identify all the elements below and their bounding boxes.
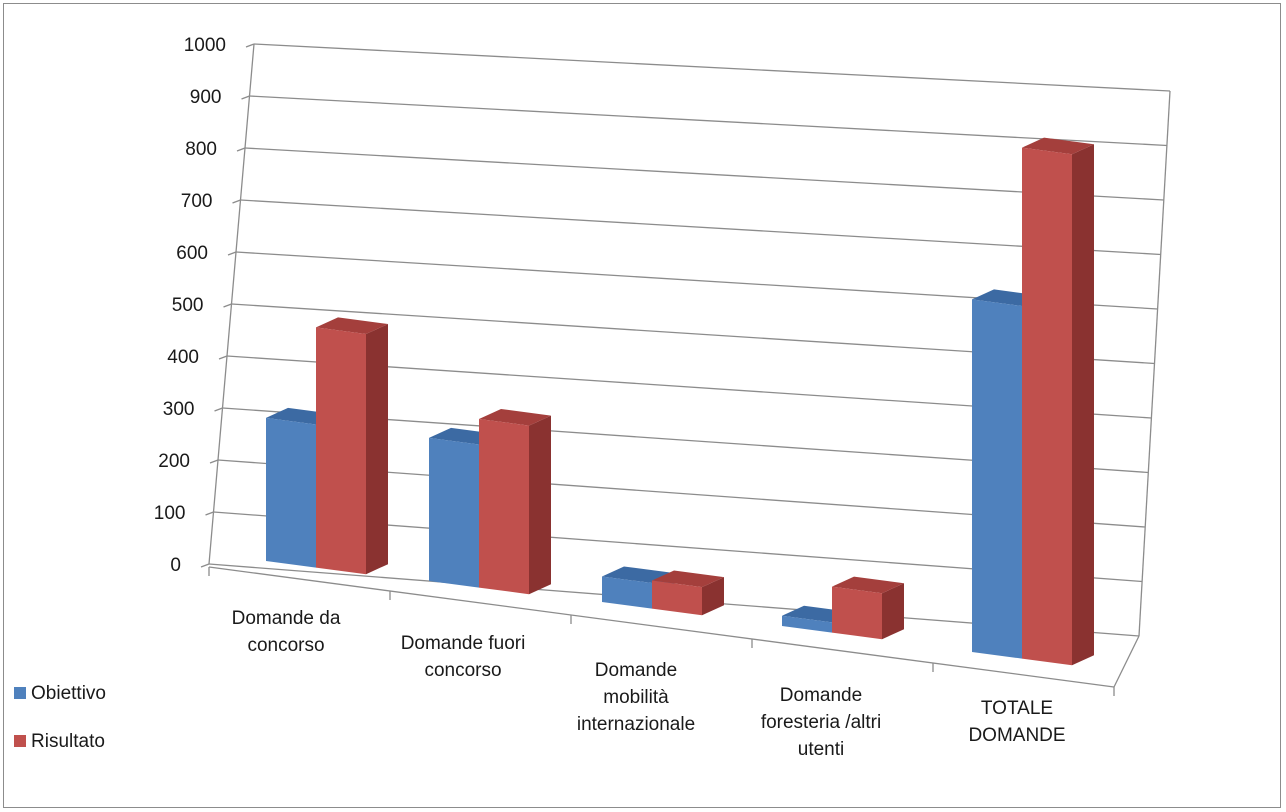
bars — [266, 137, 1094, 666]
bar-top-face — [832, 576, 904, 594]
bar-front-face — [316, 327, 366, 575]
category-labels: Domande da concorso Domande fuori concorso D… — [232, 608, 1066, 760]
bar-front-face — [1022, 147, 1072, 666]
legend-label-obiettivo: Obiettivo — [31, 683, 106, 704]
bar-risultato — [479, 408, 551, 595]
y-tick-mark — [209, 459, 219, 464]
bar-side-face — [882, 583, 904, 640]
y-tick-label: 800 — [185, 139, 217, 160]
bar-top-face — [316, 317, 388, 335]
y-tick-mark — [236, 147, 246, 152]
y-tick-label: 600 — [176, 243, 208, 264]
y-tick-mark — [241, 95, 250, 100]
bar-front-face — [972, 299, 1022, 659]
y-tick-label: 0 — [170, 555, 181, 576]
bar-front-face — [266, 417, 316, 568]
y-tick-label: 100 — [154, 503, 186, 524]
legend-swatch-obiettivo — [14, 687, 26, 699]
bar-front-face — [479, 418, 529, 595]
x-category-label: Domande fuori concorso — [401, 633, 526, 681]
bar-chart: 0 100 200 300 400 500 600 700 800 900 1000 Domande… — [14, 35, 1171, 760]
y-tick-mark — [223, 303, 232, 308]
y-tick-label: 1000 — [184, 35, 226, 56]
x-category-label: Domande foresteria /altri utenti — [761, 685, 881, 760]
y-axis-ticks: 0 100 200 300 400 500 600 700 800 900 1000 — [154, 35, 255, 576]
y-tick-mark — [232, 199, 241, 204]
y-tick-label: 400 — [167, 347, 199, 368]
y-tick-label: 700 — [181, 191, 213, 212]
bar-risultato — [652, 570, 724, 616]
bar-front-face — [832, 586, 882, 640]
x-axis-line — [208, 566, 1115, 688]
legend-label-risultato: Risultato — [31, 731, 105, 752]
y-tick-label: 900 — [190, 87, 222, 108]
gridline — [244, 147, 1164, 201]
gridline — [240, 199, 1161, 256]
gridline — [253, 43, 1171, 92]
y-tick-mark — [200, 563, 210, 568]
y-tick-mark — [218, 355, 228, 360]
bar-top-face — [652, 570, 724, 588]
gridlines — [208, 43, 1171, 696]
x-category-label: Domande mobilità internazionale — [577, 660, 695, 735]
bar-risultato — [316, 317, 388, 575]
bar-front-face — [782, 615, 832, 633]
bar-side-face — [529, 415, 551, 595]
legend-swatch-risultato — [14, 735, 26, 747]
bar-side-face — [702, 577, 724, 616]
legend: Obiettivo Risultato — [14, 683, 106, 752]
y-tick-label: 300 — [163, 399, 195, 420]
y-tick-mark — [214, 407, 223, 412]
gridline — [249, 95, 1167, 147]
y-tick-mark — [227, 251, 237, 256]
floor-side-edge — [1113, 635, 1140, 688]
y-tick-label: 500 — [172, 295, 204, 316]
bar-front-face — [429, 437, 479, 588]
chart-frame: 0 100 200 300 400 500 600 700 800 900 1000 Domande… — [3, 3, 1281, 808]
bar-top-face — [1022, 137, 1094, 155]
bar-front-face — [652, 580, 702, 616]
back-right-edge — [1138, 90, 1171, 637]
y-tick-label: 200 — [158, 451, 190, 472]
bar-side-face — [1072, 144, 1094, 666]
y-tick-mark — [245, 43, 255, 48]
bar-risultato — [1022, 137, 1094, 666]
bar-front-face — [602, 576, 652, 609]
x-category-label: Domande da concorso — [232, 608, 341, 656]
x-category-label: TOTALE DOMANDE — [968, 698, 1065, 746]
bar-risultato — [832, 576, 904, 640]
bar-side-face — [366, 324, 388, 575]
bar-top-face — [479, 408, 551, 426]
y-tick-mark — [205, 511, 214, 516]
